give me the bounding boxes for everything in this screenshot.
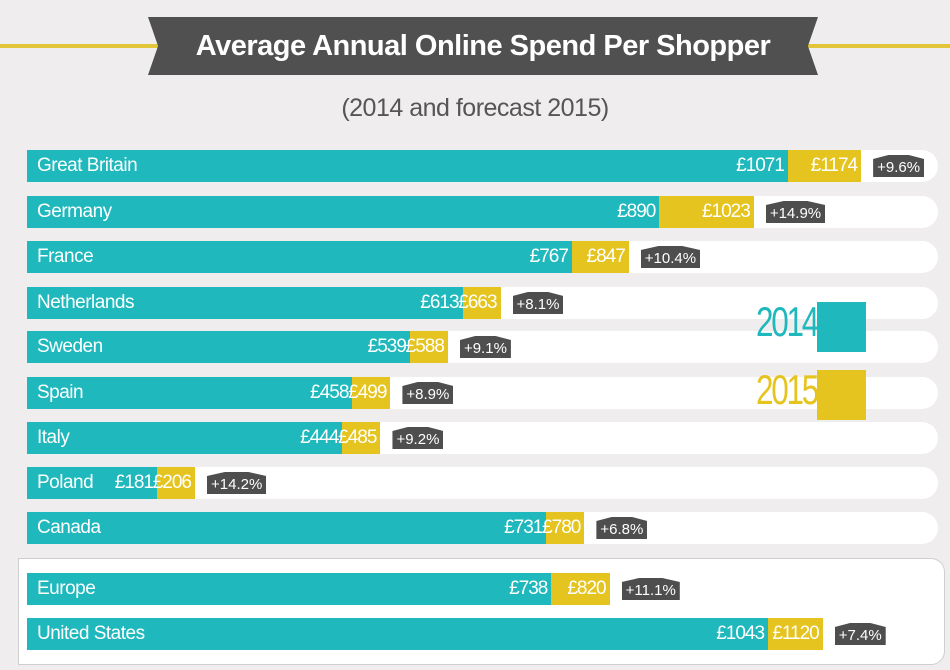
title-rule-left [0,44,160,48]
country-label: France [37,246,94,267]
growth-badge: +9.2% [392,427,444,449]
legend-2015-label: 2015 [756,366,819,413]
bar-2014: £458 [27,377,353,409]
bar-2014: £767 [27,241,572,273]
bar-2014: £731 [27,512,547,544]
bar-2015: £820 [551,573,610,605]
country-label: Great Britain [37,155,138,176]
bar-2015: £485 [338,422,381,454]
growth-badge: +14.9% [765,201,826,223]
growth-badge: +9.6% [873,155,925,177]
growth-badge: +8.9% [402,382,454,404]
bar-2015: £1174 [787,150,862,182]
bar-2015: £499 [348,377,391,409]
bar-2015: £663 [458,287,501,319]
bar-2015: £847 [571,241,629,273]
country-label: Europe [37,578,96,599]
bar-2014: £1043 [27,618,769,650]
country-label: Germany [37,201,112,222]
chart-subtitle: (2014 and forecast 2015) [341,94,609,122]
growth-badge: +6.8% [596,517,648,539]
chart-title: Average Annual Online Spend Per Shopper [148,17,818,75]
country-label: Canada [37,517,101,538]
legend-2014-swatch [817,302,866,352]
bar-2015: £588 [406,331,448,363]
title-rule-right [805,44,950,48]
bar-2015: £1023 [659,196,754,228]
country-label: Spain [37,382,84,403]
bar-2014: £1071 [27,150,788,182]
country-label: Poland [37,472,94,493]
growth-badge: +7.4% [834,623,886,645]
bar-2015: £1120 [768,618,823,650]
country-label: Netherlands [37,292,134,313]
growth-badge: +10.4% [640,246,701,268]
bar-2014: £738 [27,573,552,605]
country-label: Italy [37,427,70,448]
growth-badge: +14.2% [207,472,267,494]
growth-badge: +9.1% [459,336,511,358]
growth-badge: +11.1% [621,578,680,600]
growth-badge: +8.1% [512,292,564,314]
bar-2014: £444 [27,422,343,454]
bar-2014: £890 [27,196,660,228]
bar-2014: £539 [27,331,410,363]
country-label: United States [37,623,145,644]
legend-2014-label: 2014 [756,298,819,345]
bar-2014: £181 [27,467,157,499]
legend-2015-swatch [817,370,866,420]
bar-2015: £780 [542,512,585,544]
bar-2014: £613 [27,287,463,319]
country-label: Sweden [37,336,103,357]
bar-2015: £206 [153,467,195,499]
